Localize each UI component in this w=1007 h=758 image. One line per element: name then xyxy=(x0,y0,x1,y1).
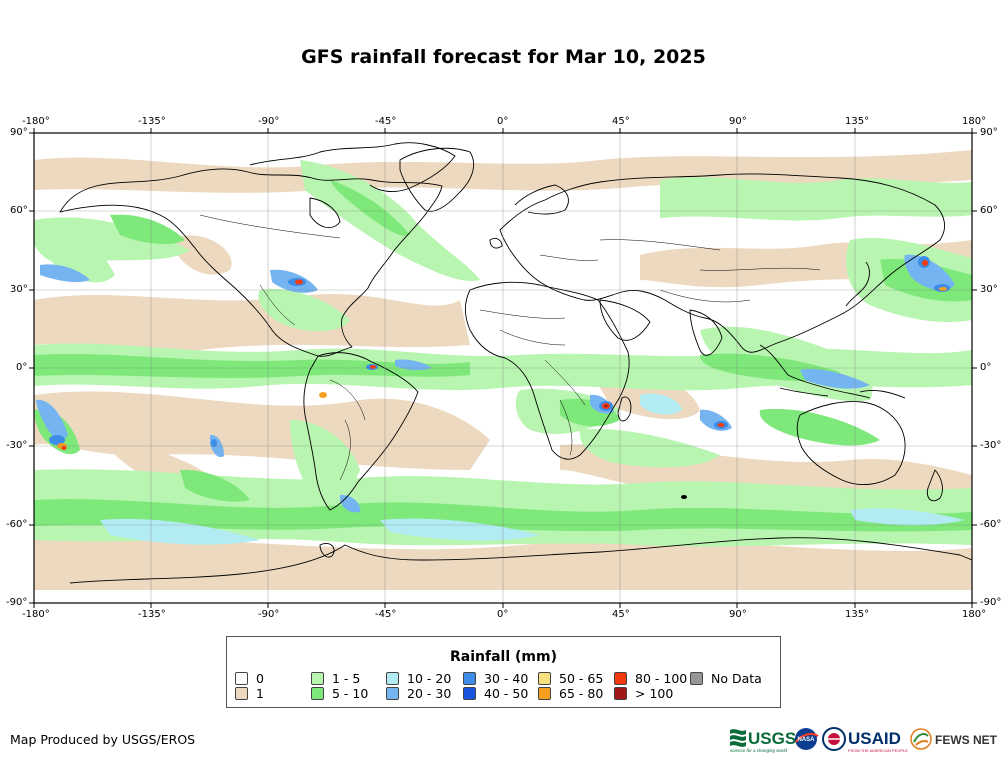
legend-item: 20 - 30 xyxy=(386,687,451,701)
legend-item: 5 - 10 xyxy=(311,687,368,701)
logos-graphic: USGS science for a changing world NASA U… xyxy=(730,727,998,753)
lon-tick-bottom: 90° xyxy=(729,609,747,620)
legend-item: 0 xyxy=(235,672,264,686)
lon-tick-bottom: 45° xyxy=(612,609,630,620)
lat-tick-left: -30° xyxy=(6,440,28,451)
usgs-wordmark: USGS xyxy=(748,729,796,748)
legend-swatch xyxy=(463,672,476,685)
rainfall-map xyxy=(29,128,977,608)
graticule xyxy=(34,133,972,603)
lon-tick-top: 45° xyxy=(612,116,630,127)
legend-item: 10 - 20 xyxy=(386,672,451,686)
lat-tick-right: 60° xyxy=(980,205,998,216)
credit-text: Map Produced by USGS/EROS xyxy=(10,732,196,747)
usaid-wordmark: USAID xyxy=(848,729,901,748)
legend-swatch xyxy=(311,687,324,700)
legend-swatch xyxy=(235,687,248,700)
legend-label: 5 - 10 xyxy=(332,686,369,701)
legend-swatch xyxy=(690,672,703,685)
legend-item: 40 - 50 xyxy=(463,687,528,701)
lat-tick-left: 0° xyxy=(16,362,28,373)
legend-item: 80 - 100 xyxy=(614,672,687,686)
lon-tick-top: 90° xyxy=(729,116,747,127)
legend-label: 1 xyxy=(256,686,264,701)
lon-tick-bottom: -135° xyxy=(138,609,166,620)
lat-tick-left: 30° xyxy=(10,284,28,295)
lat-tick-right: 0° xyxy=(980,362,992,373)
legend-item: 1 - 5 xyxy=(311,672,360,686)
legend-swatch xyxy=(614,687,627,700)
legend-label: 10 - 20 xyxy=(407,671,452,686)
legend-label: 0 xyxy=(256,671,264,686)
legend-item: 30 - 40 xyxy=(463,672,528,686)
lon-tick-top: -135° xyxy=(138,116,166,127)
legend-item: 65 - 80 xyxy=(538,687,603,701)
lon-tick-top: 0° xyxy=(497,116,509,127)
legend-label: 40 - 50 xyxy=(484,686,529,701)
lon-tick-bottom: 135° xyxy=(845,609,870,620)
legend-label: 20 - 30 xyxy=(407,686,452,701)
legend-label: 65 - 80 xyxy=(559,686,604,701)
usgs-logo: USGS science for a changing world xyxy=(730,729,796,753)
legend-label: No Data xyxy=(711,671,762,686)
nasa-logo: NASA xyxy=(795,728,819,750)
lat-tick-right: 30° xyxy=(980,284,998,295)
lon-tick-top: 135° xyxy=(845,116,870,127)
lon-tick-top: -45° xyxy=(375,116,397,127)
legend-item: No Data xyxy=(690,672,762,686)
legend-swatch xyxy=(235,672,248,685)
legend-swatch xyxy=(614,672,627,685)
lat-tick-right: -30° xyxy=(980,440,1002,451)
lat-tick-left: -60° xyxy=(6,519,28,530)
legend-swatch xyxy=(386,672,399,685)
usaid-tagline: FROM THE AMERICAN PEOPLE xyxy=(848,748,908,753)
lon-tick-bottom: 0° xyxy=(497,609,509,620)
lon-tick-top: -180° xyxy=(22,116,50,127)
legend-label: 50 - 65 xyxy=(559,671,604,686)
rainfall-legend: Rainfall (mm) 0 1 1 - 5 5 - 10 10 - 20 2… xyxy=(226,636,781,708)
lat-tick-left: -90° xyxy=(6,597,28,608)
legend-swatch xyxy=(538,687,551,700)
legend-swatch xyxy=(386,687,399,700)
map-area: -180° -135° -90° -45° 0° 45° 90° 135° 18… xyxy=(6,116,1002,620)
usaid-logo: USAID FROM THE AMERICAN PEOPLE xyxy=(822,727,908,753)
lon-tick-bottom: -180° xyxy=(22,609,50,620)
lat-tick-right: -90° xyxy=(980,597,1002,608)
legend-label: 30 - 40 xyxy=(484,671,529,686)
agency-logos: USGS science for a changing world NASA U… xyxy=(728,724,1000,754)
political-borders xyxy=(199,214,821,481)
lat-tick-left: 60° xyxy=(10,205,28,216)
legend-title: Rainfall (mm) xyxy=(450,649,557,665)
lon-tick-bottom: -45° xyxy=(375,609,397,620)
lat-tick-left: 90° xyxy=(10,127,28,138)
coastlines xyxy=(59,142,973,584)
legend-item: 50 - 65 xyxy=(538,672,603,686)
lon-tick-bottom: -90° xyxy=(258,609,280,620)
lat-tick-right: -60° xyxy=(980,519,1002,530)
nasa-wordmark: NASA xyxy=(797,737,815,743)
legend-swatch xyxy=(463,687,476,700)
legend-label: > 100 xyxy=(635,686,674,701)
fewsnet-logo: FEWS NET xyxy=(910,728,998,750)
map-title: GFS rainfall forecast for Mar 10, 2025 xyxy=(301,46,706,68)
legend-swatch xyxy=(311,672,324,685)
lon-tick-top: -90° xyxy=(258,116,280,127)
legend-label: 80 - 100 xyxy=(635,671,688,686)
legend-item: 1 xyxy=(235,687,264,701)
legend-swatch xyxy=(538,672,551,685)
usgs-tagline: science for a changing world xyxy=(730,748,788,753)
fewsnet-wordmark: FEWS NET xyxy=(935,733,998,747)
legend-label: 1 - 5 xyxy=(332,671,361,686)
legend-item: > 100 xyxy=(614,687,673,701)
lon-tick-top: 180° xyxy=(962,116,987,127)
lat-tick-right: 90° xyxy=(980,127,998,138)
lon-tick-bottom: 180° xyxy=(962,609,987,620)
